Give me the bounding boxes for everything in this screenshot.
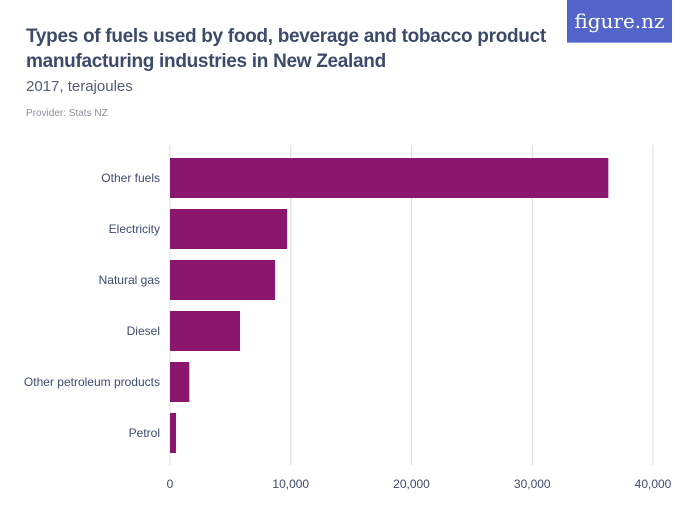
- chart-subtitle: 2017, terajoules: [26, 78, 133, 95]
- x-tick-label: 40,000: [635, 477, 672, 491]
- bar: [170, 311, 241, 351]
- x-tick-label: 20,000: [393, 477, 430, 491]
- bar: [170, 260, 276, 300]
- category-label: Other fuels: [101, 171, 160, 185]
- x-tick-label: 0: [167, 477, 174, 491]
- x-tick-label: 30,000: [514, 477, 551, 491]
- category-label: Natural gas: [99, 273, 160, 287]
- x-tick-label: 10,000: [272, 477, 309, 491]
- chart-title: Types of fuels used by food, beverage an…: [26, 26, 546, 72]
- bar: [170, 158, 609, 198]
- figure-nz-logo[interactable]: figure.nz: [567, 0, 672, 43]
- provider: Provider: Stats NZ: [26, 108, 108, 119]
- category-label: Other petroleum products: [24, 375, 160, 389]
- category-label: Electricity: [109, 222, 160, 236]
- category-label: Petrol: [129, 426, 160, 440]
- bar: [170, 413, 177, 453]
- bar: [170, 362, 190, 402]
- bar: [170, 209, 288, 249]
- category-label: Diesel: [127, 324, 160, 338]
